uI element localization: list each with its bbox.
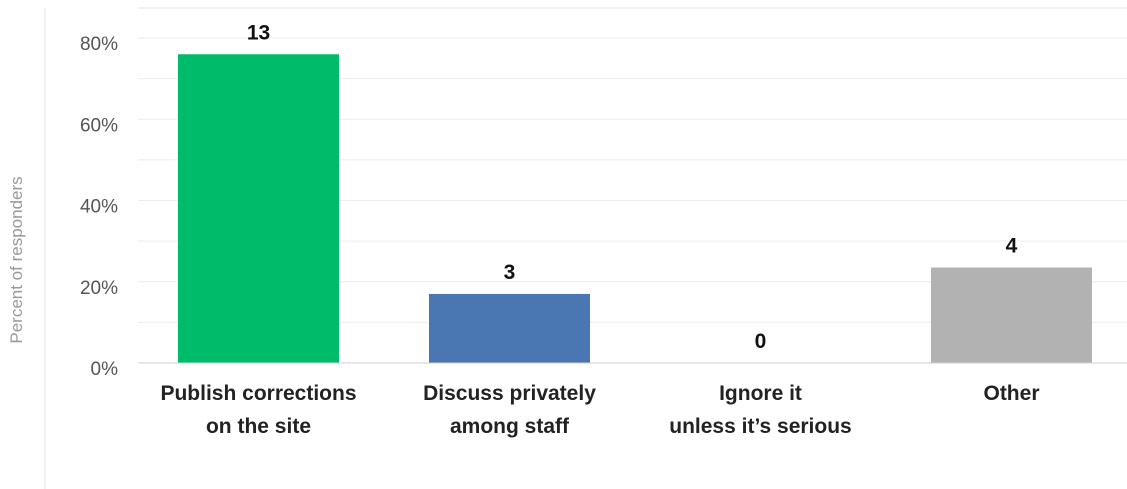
y-axis-ticks: 0% 20% 40% 60% 80%: [80, 34, 118, 380]
data-label: 13: [247, 21, 270, 44]
category-label: Discuss privately: [423, 382, 596, 405]
bar: [178, 54, 339, 363]
category-label: unless it’s serious: [669, 415, 851, 438]
data-label: 0: [755, 330, 767, 353]
y-tick-label: 0%: [91, 359, 119, 380]
category-label: among staff: [450, 415, 570, 438]
y-axis-label: Percent of responders: [7, 176, 26, 343]
x-axis-category-labels: Publish corrections on the site Discuss pr…: [160, 382, 1039, 438]
y-tick-label: 80%: [80, 34, 118, 55]
bar: [931, 267, 1092, 363]
data-label: 4: [1006, 235, 1018, 258]
category-label: Publish corrections: [160, 382, 356, 405]
y-tick-label: 20%: [80, 278, 118, 299]
category-label: Other: [983, 382, 1039, 405]
bars: [178, 54, 1092, 363]
category-label: on the site: [206, 415, 311, 438]
category-label: Ignore it: [719, 382, 802, 405]
data-labels: 13 3 0 4: [247, 21, 1018, 353]
y-tick-label: 60%: [80, 115, 118, 136]
bar: [429, 293, 590, 363]
data-label: 3: [504, 261, 516, 284]
y-tick-label: 40%: [80, 197, 118, 218]
